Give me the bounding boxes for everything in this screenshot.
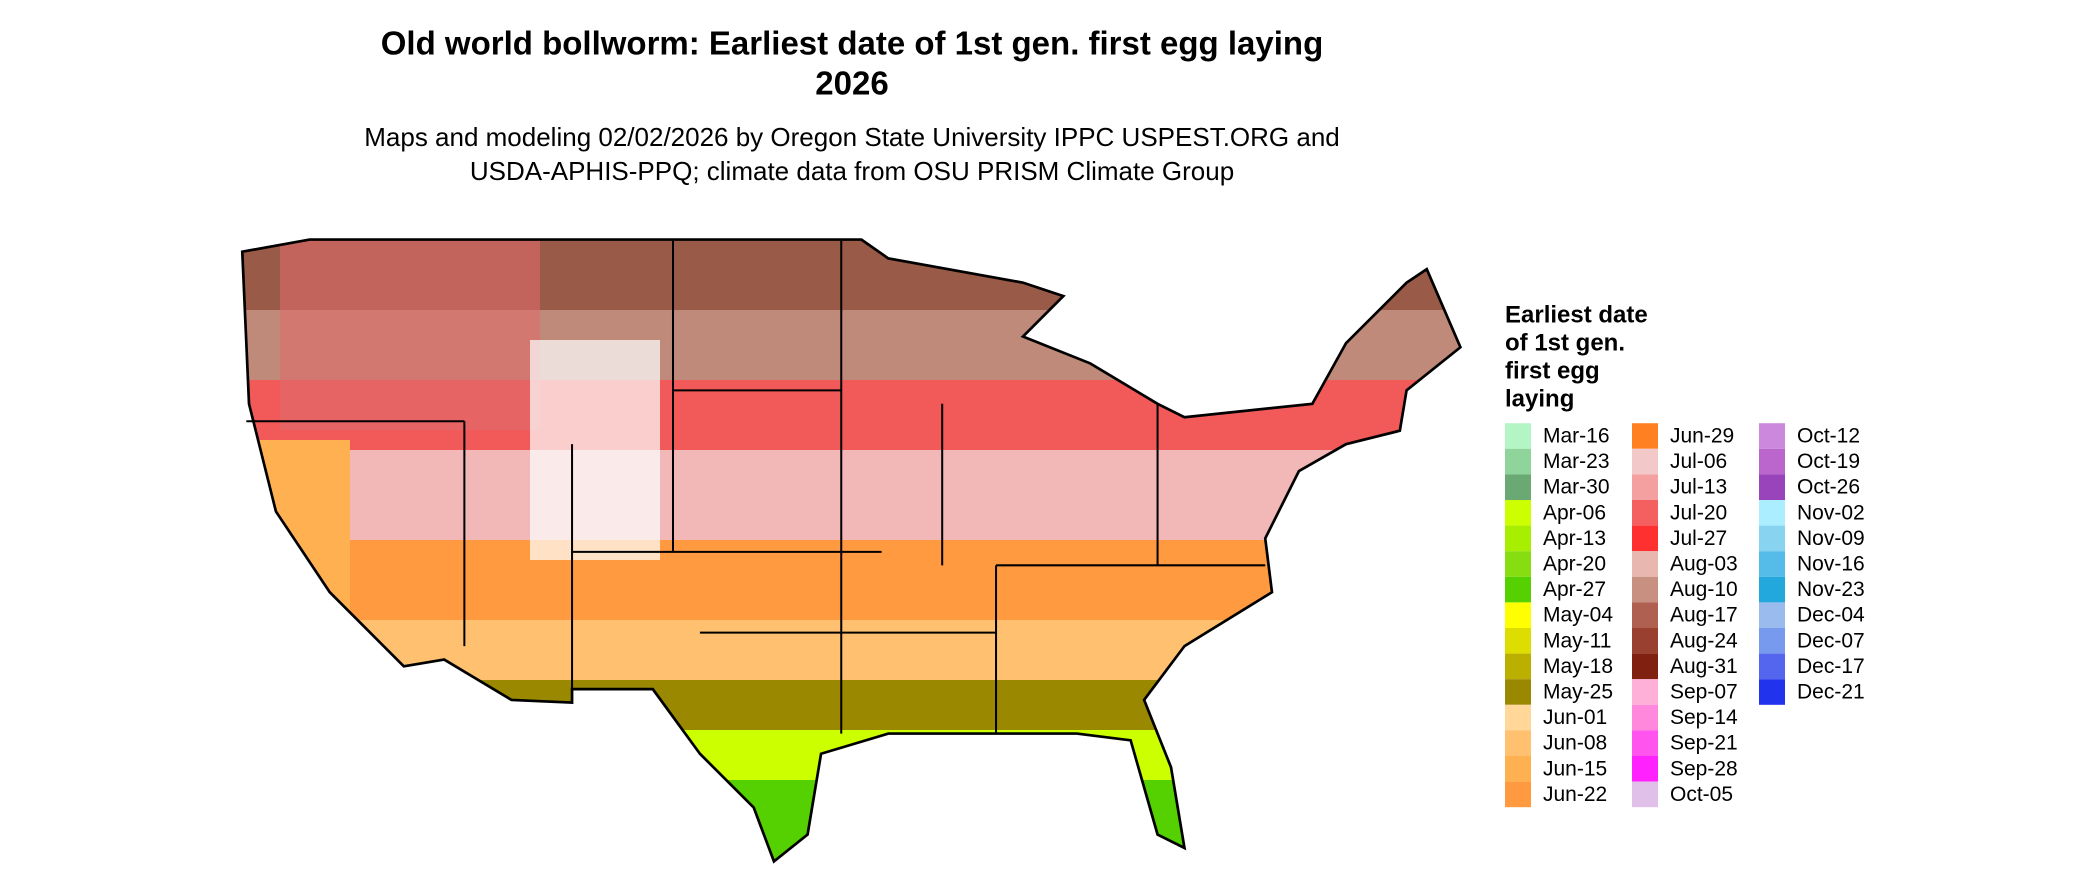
- legend-swatch: [1505, 448, 1531, 475]
- legend-swatch: [1759, 679, 1785, 705]
- legend-title: first egg: [1505, 357, 1600, 384]
- legend-label: Oct-19: [1797, 450, 1860, 473]
- legend-label: Aug-10: [1670, 578, 1738, 601]
- legend-label: Apr-27: [1543, 578, 1606, 601]
- legend-swatch: [1632, 602, 1658, 628]
- legend-label: Sep-07: [1670, 681, 1738, 704]
- legend-label: Apr-06: [1543, 501, 1606, 524]
- legend-label: Jun-08: [1543, 732, 1607, 755]
- legend-label: Jul-27: [1670, 527, 1727, 550]
- legend-label: Dec-17: [1797, 655, 1865, 678]
- legend-swatch: [1505, 576, 1531, 603]
- legend-swatch: [1632, 653, 1658, 680]
- legend-label: Jul-20: [1670, 501, 1727, 524]
- legend-label: Dec-07: [1797, 629, 1865, 652]
- legend-title: of 1st gen.: [1505, 329, 1625, 356]
- state-lines: [246, 239, 1266, 734]
- legend-swatch: [1632, 474, 1658, 500]
- legend-swatch: [1632, 628, 1658, 654]
- legend-label: Oct-26: [1797, 476, 1860, 499]
- legend-swatch: [1505, 525, 1531, 552]
- legend-label: Nov-23: [1797, 578, 1865, 601]
- legend-swatch: [1632, 423, 1658, 449]
- legend-swatch: [1505, 423, 1531, 449]
- legend-swatch: [1505, 551, 1531, 577]
- legend-label: Mar-16: [1543, 425, 1610, 448]
- legend-label: Jun-29: [1670, 425, 1734, 448]
- legend-swatch: [1632, 756, 1658, 782]
- legend-label: Aug-17: [1670, 604, 1738, 627]
- title-line: 2026: [815, 65, 888, 102]
- legend-swatch: [1759, 602, 1785, 628]
- legend-label: Apr-20: [1543, 553, 1606, 576]
- legend-label: Mar-23: [1543, 450, 1610, 473]
- legend-label: Nov-16: [1797, 553, 1865, 576]
- legend-swatch: [1505, 730, 1531, 756]
- legend-swatch: [1759, 500, 1785, 526]
- legend-swatch: [1505, 679, 1531, 705]
- legend-label: Nov-09: [1797, 527, 1865, 550]
- legend-swatch: [1505, 602, 1531, 628]
- subtitle-line: USDA-APHIS-PPQ; climate data from OSU PR…: [470, 156, 1234, 186]
- map: [242, 239, 1461, 862]
- legend-swatch: [1759, 448, 1785, 475]
- legend-swatch: [1632, 500, 1658, 526]
- legend-label: Jun-15: [1543, 757, 1607, 780]
- legend-swatch: [1505, 756, 1531, 782]
- legend-label: Jun-22: [1543, 783, 1607, 806]
- legend-label: May-11: [1543, 629, 1611, 652]
- legend-label: Aug-03: [1670, 553, 1738, 576]
- legend-label: Sep-21: [1670, 732, 1738, 755]
- legend-label: Aug-31: [1670, 655, 1738, 678]
- legend-swatch: [1632, 730, 1658, 756]
- legend-swatch: [1759, 653, 1785, 680]
- legend-swatch: [1505, 781, 1531, 808]
- legend-label: Sep-28: [1670, 757, 1738, 780]
- legend-label: May-04: [1543, 604, 1613, 627]
- legend-swatch: [1505, 653, 1531, 680]
- legend-label: Sep-14: [1670, 706, 1738, 729]
- legend-label: Jul-13: [1670, 476, 1727, 499]
- title-line: Old world bollworm: Earliest date of 1st…: [381, 25, 1323, 62]
- legend-label: Apr-13: [1543, 527, 1606, 550]
- map-outline: [240, 238, 1463, 864]
- legend-label: Nov-02: [1797, 501, 1865, 524]
- legend-swatch: [1759, 576, 1785, 603]
- legend-swatch: [1632, 576, 1658, 603]
- legend-swatch: [1632, 679, 1658, 705]
- legend-swatch: [1632, 525, 1658, 552]
- legend-label: Jul-06: [1670, 450, 1727, 473]
- subtitle-line: Maps and modeling 02/02/2026 by Oregon S…: [364, 122, 1340, 152]
- legend-swatch: [1759, 525, 1785, 552]
- legend-label: Jun-01: [1543, 706, 1607, 729]
- legend-swatch: [1759, 628, 1785, 654]
- legend-label: Oct-05: [1670, 783, 1733, 806]
- legend-label: Aug-24: [1670, 629, 1738, 652]
- legend-swatch: [1632, 448, 1658, 475]
- legend-label: Mar-30: [1543, 476, 1610, 499]
- titles: Old world bollworm: Earliest date of 1st…: [364, 25, 1340, 186]
- legend-swatch: [1505, 474, 1531, 500]
- legend-label: May-25: [1543, 681, 1613, 704]
- legend-title: Earliest date: [1505, 301, 1648, 328]
- legend-label: Dec-21: [1797, 681, 1865, 704]
- legend-swatch: [1505, 628, 1531, 654]
- legend-swatch: [1505, 704, 1531, 731]
- legend-swatch: [1759, 474, 1785, 500]
- legend-swatch: [1632, 704, 1658, 731]
- legend-label: Dec-04: [1797, 604, 1865, 627]
- legend-title: laying: [1505, 385, 1574, 412]
- legend-label: May-18: [1543, 655, 1613, 678]
- legend-swatch: [1759, 551, 1785, 577]
- legend-swatch: [1632, 551, 1658, 577]
- legend-label: Oct-12: [1797, 425, 1860, 448]
- legend-swatch: [1505, 500, 1531, 526]
- legend-swatch: [1759, 423, 1785, 449]
- legend-swatch: [1632, 781, 1658, 808]
